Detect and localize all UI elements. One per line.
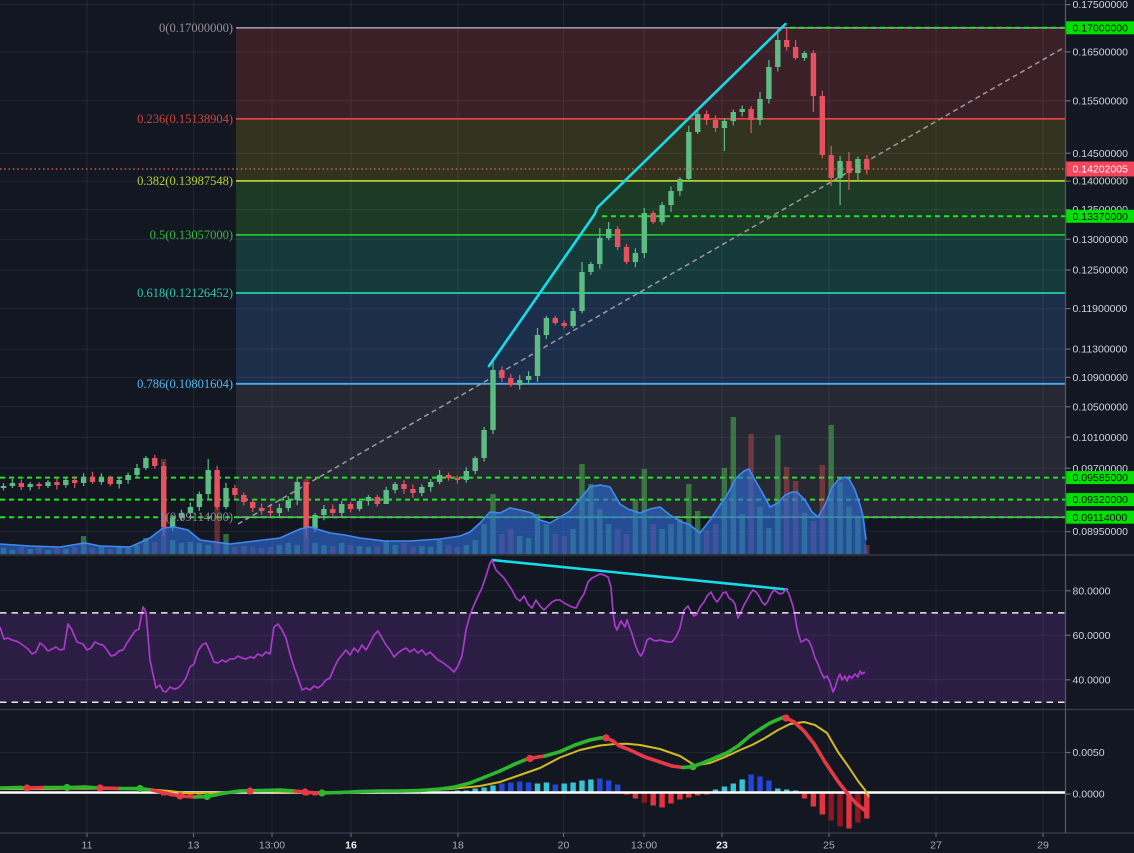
svg-text:0.13000000: 0.13000000 (1073, 234, 1129, 246)
svg-text:11: 11 (82, 840, 93, 852)
svg-text:0.11300000: 0.11300000 (1073, 344, 1128, 356)
svg-text:0.10500000: 0.10500000 (1073, 401, 1129, 413)
svg-text:0.0000: 0.0000 (1073, 789, 1105, 801)
svg-text:40.0000: 40.0000 (1073, 674, 1111, 686)
svg-text:0.13370000: 0.13370000 (1073, 211, 1129, 223)
svg-text:25: 25 (823, 840, 835, 852)
svg-text:0.16500000: 0.16500000 (1073, 47, 1129, 59)
svg-text:0.12500000: 0.12500000 (1073, 265, 1129, 277)
svg-text:27: 27 (930, 840, 942, 852)
svg-text:13:00: 13:00 (631, 840, 657, 852)
svg-text:80.0000: 80.0000 (1073, 585, 1111, 597)
svg-text:0.786(0.10801604): 0.786(0.10801604) (137, 377, 233, 391)
svg-text:0.09320000: 0.09320000 (1073, 494, 1129, 506)
svg-text:13:00: 13:00 (259, 840, 285, 852)
svg-text:0.11900000: 0.11900000 (1073, 303, 1128, 315)
svg-text:60.0000: 60.0000 (1073, 630, 1111, 642)
svg-text:18: 18 (452, 840, 464, 852)
svg-text:0.236(0.15138904): 0.236(0.15138904) (137, 112, 233, 126)
svg-text:0.09114000: 0.09114000 (1073, 512, 1128, 524)
svg-text:23: 23 (716, 840, 728, 852)
svg-text:0.17000000: 0.17000000 (1073, 22, 1129, 34)
svg-text:0.14000000: 0.14000000 (1073, 176, 1129, 188)
svg-text:0.14500000: 0.14500000 (1073, 148, 1129, 160)
svg-text:0.382(0.13987548): 0.382(0.13987548) (137, 174, 233, 188)
svg-text:0.618(0.12126452): 0.618(0.12126452) (137, 286, 233, 300)
svg-text:0.10100000: 0.10100000 (1073, 432, 1129, 444)
svg-text:13: 13 (188, 840, 200, 852)
svg-text:20: 20 (558, 840, 570, 852)
svg-text:0.14202005: 0.14202005 (1073, 164, 1129, 176)
svg-text:0.5(0.13057000): 0.5(0.13057000) (150, 228, 233, 242)
svg-text:29: 29 (1037, 840, 1049, 852)
svg-text:0.10900000: 0.10900000 (1073, 372, 1129, 384)
svg-text:0(0.17000000): 0(0.17000000) (159, 21, 233, 35)
svg-text:0.08950000: 0.08950000 (1073, 526, 1129, 538)
svg-text:1(0.09114000): 1(0.09114000) (160, 510, 234, 524)
svg-text:0.09585000: 0.09585000 (1073, 472, 1129, 484)
svg-text:16: 16 (345, 840, 357, 852)
svg-text:0.0050: 0.0050 (1073, 747, 1105, 759)
svg-text:0.17500000: 0.17500000 (1073, 0, 1129, 11)
svg-text:0.15500000: 0.15500000 (1073, 95, 1129, 107)
